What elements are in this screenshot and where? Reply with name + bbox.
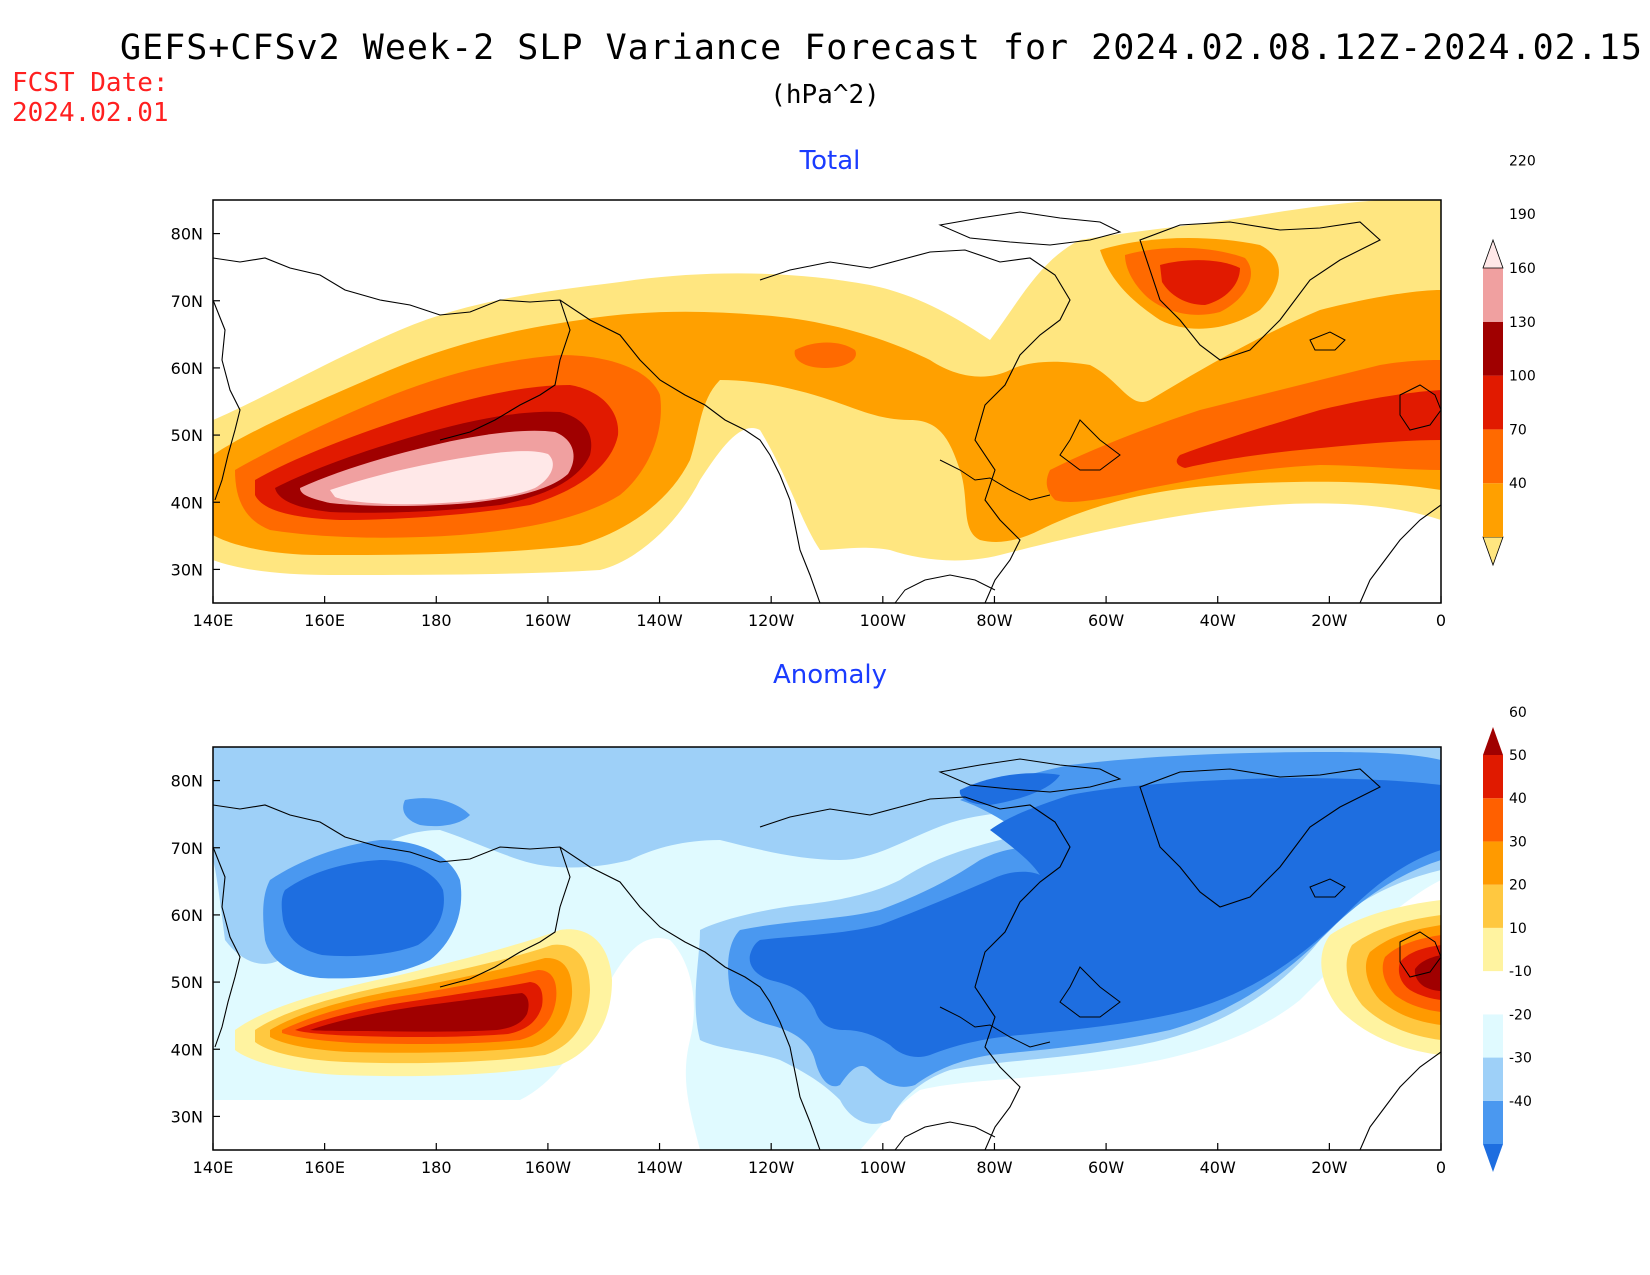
total-colorbar-high-arrow: [1482, 238, 1504, 269]
anomaly-lat-label: 30N: [171, 1107, 203, 1126]
total-lat-label: 60N: [171, 359, 203, 378]
total-axes: 140E 160E 180 160W 140W 120W 100W 80W 60W 40W 20W 0…: [171, 225, 1446, 630]
total-colorbar-label: 190: [1509, 207, 1536, 223]
total-lat-label: 50N: [171, 426, 203, 445]
anomaly-lon-label: 20W: [1311, 1158, 1347, 1177]
total-colorbar-label: 160: [1509, 261, 1536, 277]
anomaly-colorbar-high-arrow: [1483, 727, 1503, 755]
total-lon-label: 60W: [1088, 611, 1124, 630]
chart-title: GEFS+CFSv2 Week-2 SLP Variance Forecast …: [120, 28, 1650, 68]
anomaly-lon-label: 100W: [860, 1158, 907, 1177]
total-colorbar-label: 70: [1509, 422, 1527, 438]
anomaly-lon-label: 160E: [304, 1158, 345, 1177]
total-lat-label: 40N: [171, 493, 203, 512]
anomaly-lon-label: 0: [1436, 1158, 1446, 1177]
anomaly-colorbar-label: 20: [1509, 878, 1527, 894]
total-lon-label: 180: [421, 611, 452, 630]
anomaly-lon-label: 180: [421, 1158, 452, 1177]
total-map: [213, 200, 1441, 603]
total-lon-label: 160E: [304, 611, 345, 630]
total-map-frame: [212, 199, 1442, 604]
total-colorbar-box: [1483, 321, 1503, 376]
total-lat-label: 80N: [171, 225, 203, 244]
forecast-date-value: 2024.02.01: [12, 98, 169, 128]
anomaly-lon-label: 140E: [193, 1158, 234, 1177]
anomaly-colorbar-box: [1483, 798, 1503, 842]
anomaly-colorbar-box: [1483, 884, 1503, 928]
total-colorbar-box: [1483, 268, 1503, 322]
anomaly-colorbar-box: [1483, 927, 1503, 972]
anomaly-lat-label: 40N: [171, 1040, 203, 1059]
anomaly-colorbar-label: 60: [1509, 705, 1527, 721]
anomaly-colorbar-low-arrow: [1483, 1144, 1503, 1172]
anomaly-colorbar-label: -40: [1509, 1094, 1532, 1110]
anomaly-colorbar-label: -10: [1509, 964, 1532, 980]
anomaly-colorbar-box: [1483, 755, 1503, 799]
total-lon-label: 20W: [1311, 611, 1347, 630]
anomaly-lat-label: 50N: [171, 973, 203, 992]
total-colorbar-label: 40: [1509, 476, 1527, 492]
anomaly-lon-label: 60W: [1088, 1158, 1124, 1177]
anomaly-lat-label: 80N: [171, 772, 203, 791]
anomaly-lat-label: 60N: [171, 906, 203, 925]
anomaly-colorbar-label: -20: [1509, 1007, 1532, 1023]
total-lon-label: 80W: [976, 611, 1012, 630]
anomaly-colorbar-label: -30: [1509, 1051, 1532, 1067]
total-colorbar-label: 100: [1509, 369, 1536, 385]
anomaly-lon-label: 40W: [1200, 1158, 1236, 1177]
anomaly-colorbar-label: 10: [1509, 921, 1527, 937]
units-label: (hPa^2): [770, 80, 880, 110]
total-lon-label: 160W: [525, 611, 572, 630]
anomaly-lat-label: 70N: [171, 839, 203, 858]
anomaly-lon-label: 120W: [748, 1158, 795, 1177]
total-lon-label: 40W: [1200, 611, 1236, 630]
anomaly-map: [213, 747, 1441, 1150]
anomaly-axes: 140E 160E 180 160W 140W 120W 100W 80W 60W 40W 20W 0…: [171, 772, 1446, 1177]
anomaly-lon-label: 160W: [525, 1158, 572, 1177]
anomaly-colorbar-box: [1483, 841, 1503, 885]
total-colorbar-box: [1483, 483, 1503, 537]
anomaly-colorbar: -40 -30 -20 -10 10 20 30 40 50 60: [1483, 705, 1532, 1172]
anomaly-colorbar-label: 50: [1509, 748, 1527, 764]
total-lon-label: 120W: [748, 611, 795, 630]
anomaly-colorbar-box: [1483, 1100, 1503, 1144]
anomaly-colorbar-box: [1483, 1014, 1503, 1058]
total-colorbar-low-arrow: [1482, 536, 1504, 567]
total-colorbar-box: [1483, 375, 1503, 430]
panel-title-total: Total: [799, 146, 861, 176]
total-lat-label: 70N: [171, 292, 203, 311]
forecast-date-label: FCST Date:: [12, 68, 169, 98]
anomaly-lon-label: 140W: [636, 1158, 683, 1177]
anomaly-map-frame: [212, 746, 1442, 1151]
forecast-date: FCST Date: 2024.02.01: [12, 68, 169, 128]
total-colorbar: 40 70 100 130 160 190 220: [1482, 153, 1536, 567]
total-colorbar-label: 220: [1509, 153, 1536, 169]
total-lon-label: 0: [1436, 611, 1446, 630]
anomaly-colorbar-label: 40: [1509, 791, 1527, 807]
total-colorbar-box: [1483, 429, 1503, 484]
total-lon-label: 140E: [193, 611, 234, 630]
anomaly-colorbar-label: 30: [1509, 834, 1527, 850]
total-lat-label: 30N: [171, 560, 203, 579]
total-lon-label: 140W: [636, 611, 683, 630]
total-colorbar-label: 130: [1509, 315, 1536, 331]
total-lon-label: 100W: [860, 611, 907, 630]
anomaly-lon-label: 80W: [976, 1158, 1012, 1177]
panel-title-anomaly: Anomaly: [772, 660, 888, 690]
anomaly-colorbar-box: [1483, 1057, 1503, 1101]
anomaly-colorbar-box: [1483, 971, 1503, 1015]
